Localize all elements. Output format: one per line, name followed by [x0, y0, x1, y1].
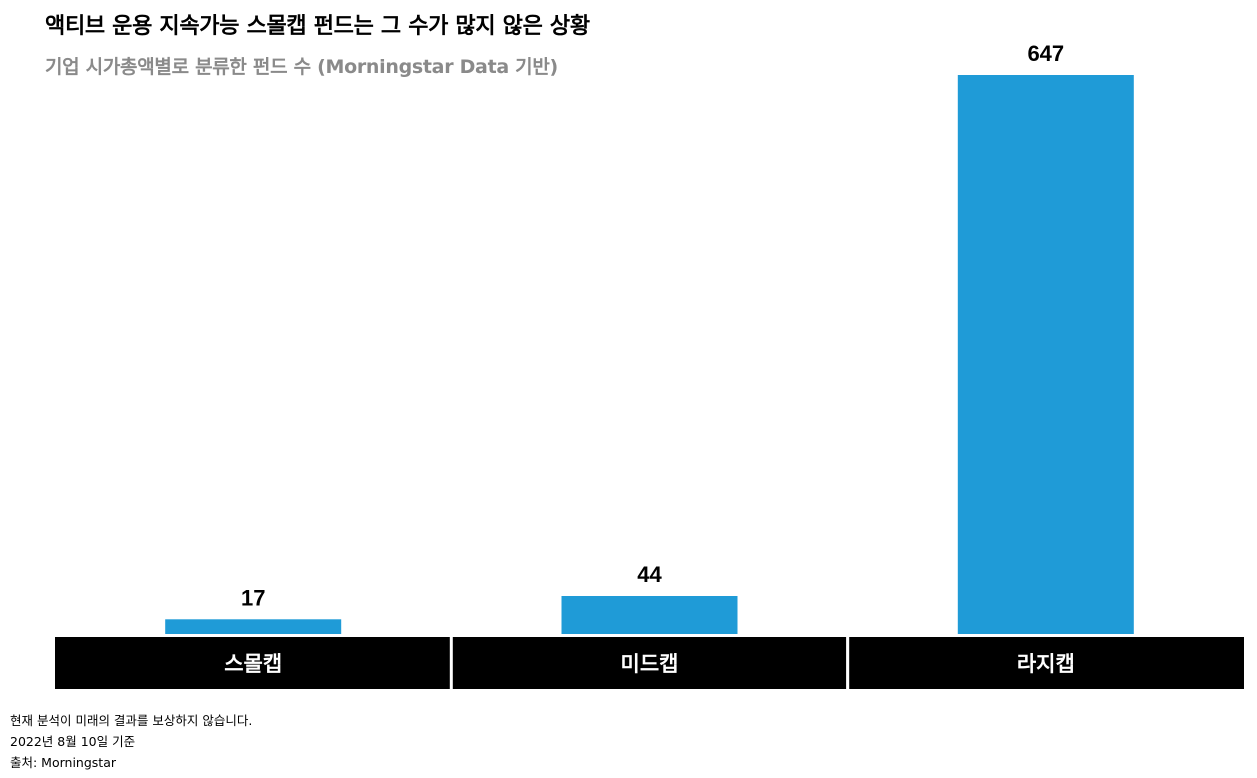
category-band: 스몰캡 미드캡 라지캡 [55, 637, 1244, 689]
data-label-2: 44 [637, 562, 662, 587]
category-band-1 [55, 637, 450, 689]
bars-layer [165, 75, 1134, 634]
bar-1 [165, 619, 342, 634]
bar-3 [957, 75, 1134, 634]
category-label-1: 스몰캡 [224, 652, 282, 676]
bar-2 [561, 596, 738, 634]
chart-title: 액티브 운용 지속가능 스몰캡 펀드는 그 수가 많지 않은 상황 [45, 14, 590, 39]
footnote-date: 2022년 8월 10일 기준 [10, 734, 136, 749]
data-label-3: 647 [1027, 41, 1064, 66]
category-label-2: 미드캡 [621, 652, 679, 676]
footnotes: 현재 분석이 미래의 결과를 보상하지 않습니다. 2022년 8월 10일 기… [10, 710, 252, 773]
category-label-3: 라지캡 [1017, 652, 1075, 676]
footnote-disclaimer: 현재 분석이 미래의 결과를 보상하지 않습니다. [10, 713, 253, 728]
chart-subtitle: 기업 시가총액별로 분류한 펀드 수 (Morningstar Data 기반) [45, 56, 558, 78]
category-band-2 [452, 637, 847, 689]
data-label-1: 17 [241, 585, 265, 610]
category-band-3 [849, 637, 1244, 689]
footnote-source: 출처: Morningstar [10, 755, 117, 770]
data-labels-layer: 17 44 647 [241, 41, 1064, 610]
bar-chart: 17 44 647 스몰캡 미드캡 라지캡 [55, 41, 1244, 689]
